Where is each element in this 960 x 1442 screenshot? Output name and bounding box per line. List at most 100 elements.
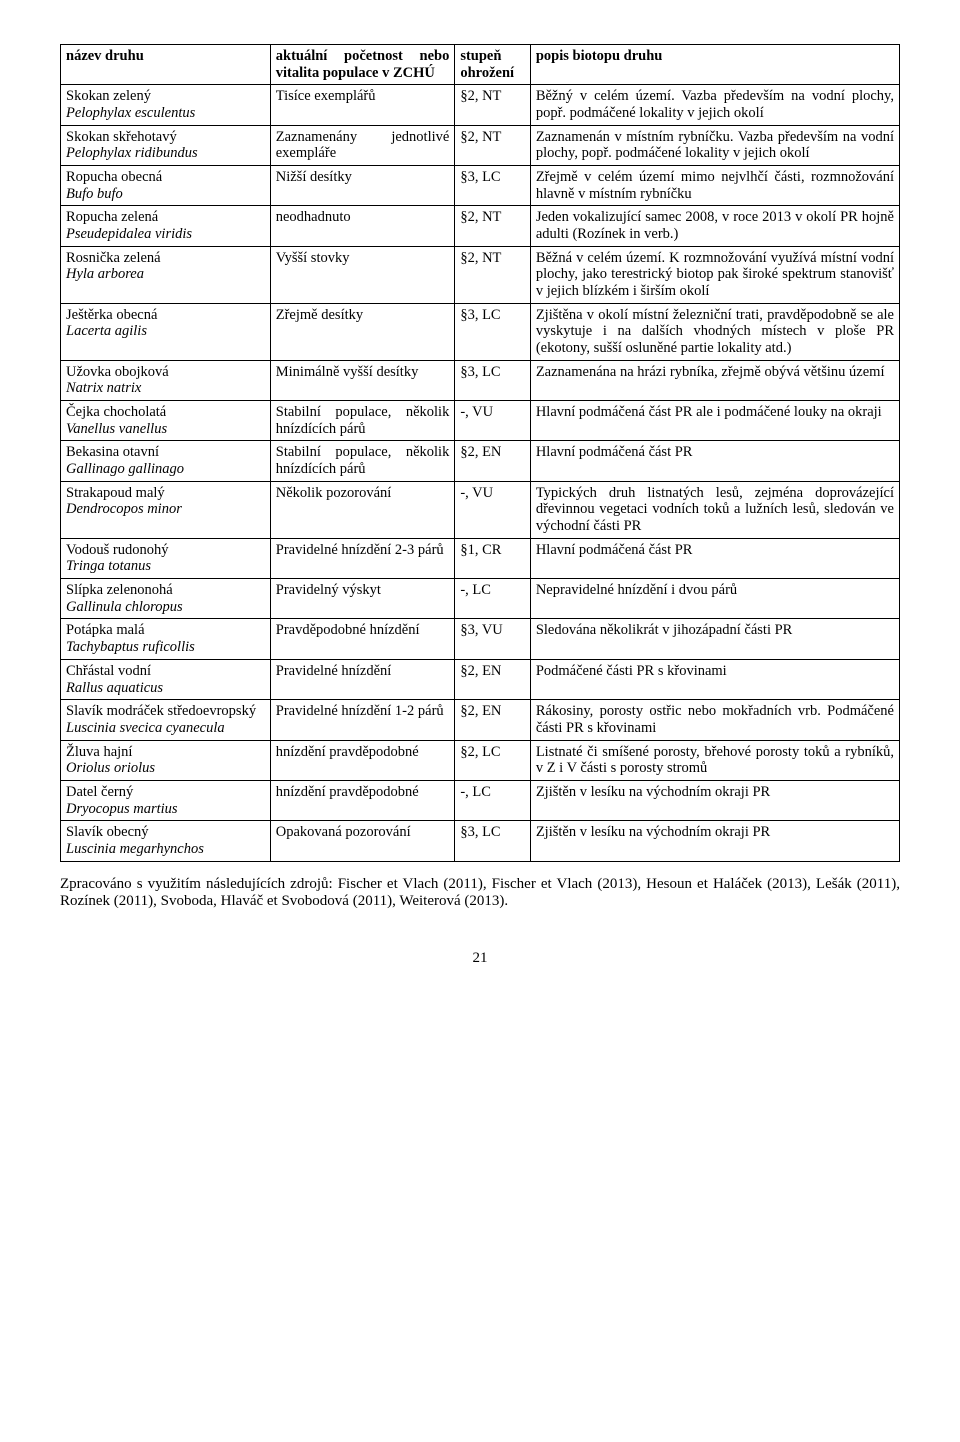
table-row: Slavík obecnýLuscinia megarhynchosOpakov… [61, 821, 900, 861]
table-row: Skokan skřehotavýPelophylax ridibundus Za… [61, 125, 900, 165]
table-row: Strakapoud malýDendrocopos minor Několik … [61, 481, 900, 538]
cell-count: Pravidelné hnízdění 2-3 párů [270, 538, 455, 578]
cell-biotope: Sledována několikrát v jihozápadní části… [530, 619, 899, 659]
cell-biotope: Zaznamenán v místním rybníčku. Vazba pře… [530, 125, 899, 165]
cell-count: Opakovaná pozorování [270, 821, 455, 861]
cell-species-name: Užovka obojkováNatrix natrix [61, 360, 271, 400]
cell-species-name: Žluva hajníOriolus oriolus [61, 740, 271, 780]
species-name-cz: Datel černý [66, 784, 265, 801]
cell-count: Pravidelné hnízdění 1-2 párů [270, 700, 455, 740]
cell-biotope: Hlavní podmáčená část PR [530, 538, 899, 578]
cell-threat: -, LC [455, 780, 531, 820]
cell-threat: §2, NT [455, 125, 531, 165]
species-name-cz: Ropucha obecná [66, 169, 265, 186]
source-paragraph: Zpracováno s využitím následujících zdro… [60, 876, 900, 911]
cell-threat: §3, VU [455, 619, 531, 659]
species-name-latin: Natrix natrix [66, 380, 265, 397]
cell-species-name: Ropucha obecnáBufo bufo [61, 166, 271, 206]
species-name-latin: Oriolus oriolus [66, 760, 265, 777]
cell-count: hnízdění pravděpodobné [270, 780, 455, 820]
table-row: Ropucha obecnáBufo bufoNižší desítky§3, … [61, 166, 900, 206]
species-name-latin: Lacerta agilis [66, 323, 265, 340]
species-name-cz: Slípka zelenonohá [66, 582, 265, 599]
cell-threat: §2, EN [455, 659, 531, 699]
cell-biotope: Zjištěna v okolí místní železniční trati… [530, 303, 899, 360]
cell-threat: §1, CR [455, 538, 531, 578]
table-row: Datel černýDryocopus martiushnízdění pra… [61, 780, 900, 820]
cell-species-name: Datel černýDryocopus martius [61, 780, 271, 820]
species-name-latin: Vanellus vanellus [66, 421, 265, 438]
cell-species-name: Slípka zelenonoháGallinula chloropus [61, 579, 271, 619]
cell-biotope: Listnaté či smíšené porosty, břehové por… [530, 740, 899, 780]
species-name-cz: Skokan skřehotavý [66, 129, 265, 146]
cell-threat: §3, LC [455, 303, 531, 360]
cell-count: Nižší desítky [270, 166, 455, 206]
table-row: Žluva hajníOriolus oriolushnízdění pravd… [61, 740, 900, 780]
cell-threat: §2, LC [455, 740, 531, 780]
header-name: název druhu [61, 45, 271, 85]
cell-biotope: Zjištěn v lesíku na východním okraji PR [530, 780, 899, 820]
table-row: Rosnička zelenáHyla arboreaVyšší stovky§… [61, 246, 900, 303]
cell-threat: -, VU [455, 481, 531, 538]
table-row: Čejka chocholatáVanellus vanellus Stabiln… [61, 401, 900, 441]
species-name-cz: Užovka obojková [66, 364, 265, 381]
cell-biotope: Typických druh listnatých lesů, zejména … [530, 481, 899, 538]
species-name-cz: Vodouš rudonohý [66, 542, 265, 559]
species-name-cz: Potápka malá [66, 622, 265, 639]
cell-threat: §3, LC [455, 166, 531, 206]
cell-biotope: Běžná v celém území. K rozmnožování využ… [530, 246, 899, 303]
cell-species-name: Chřástal vodníRallus aquaticus [61, 659, 271, 699]
cell-threat: -, VU [455, 401, 531, 441]
table-row: Slavík modráček středoevropskýLuscinia s… [61, 700, 900, 740]
cell-threat: §2, NT [455, 85, 531, 125]
table-row: Potápka maláTachybaptus ruficollisPravdě… [61, 619, 900, 659]
cell-species-name: Vodouš rudonohýTringa totanus [61, 538, 271, 578]
header-threat: stupeň ohrožení [455, 45, 531, 85]
species-name-latin: Pelophylax ridibundus [66, 145, 265, 162]
cell-species-name: Bekasina otavníGallinago gallinago [61, 441, 271, 481]
cell-species-name: Rosnička zelenáHyla arborea [61, 246, 271, 303]
species-name-latin: Luscinia svecica cyanecula [66, 720, 265, 737]
species-name-latin: Dendrocopos minor [66, 501, 265, 518]
cell-count: Pravidelné hnízdění [270, 659, 455, 699]
cell-count: Stabilní populace, několik hnízdících pá… [270, 401, 455, 441]
species-name-cz: Slavík modráček středoevropský [66, 703, 265, 720]
cell-biotope: Rákosiny, porosty ostřic nebo mokřadních… [530, 700, 899, 740]
species-name-latin: Pseudepidalea viridis [66, 226, 265, 243]
table-head: název druhu aktuální početnost nebo vita… [61, 45, 900, 85]
cell-species-name: Skokan zelenýPelophylax esculentus [61, 85, 271, 125]
table-row: Slípka zelenonoháGallinula chloropusPrav… [61, 579, 900, 619]
species-name-cz: Strakapoud malý [66, 485, 265, 502]
species-name-latin: Gallinago gallinago [66, 461, 265, 478]
cell-species-name: Slavík obecnýLuscinia megarhynchos [61, 821, 271, 861]
cell-biotope: Hlavní podmáčená část PR [530, 441, 899, 481]
table-row: Užovka obojkováNatrix natrixMinimálně vy… [61, 360, 900, 400]
cell-species-name: Ropucha zelenáPseudepidalea viridis [61, 206, 271, 246]
cell-species-name: Potápka maláTachybaptus ruficollis [61, 619, 271, 659]
table-row: Chřástal vodníRallus aquaticusPravidelné… [61, 659, 900, 699]
page-number: 21 [60, 950, 900, 967]
cell-threat: §2, EN [455, 441, 531, 481]
cell-biotope: Jeden vokalizující samec 2008, v roce 20… [530, 206, 899, 246]
species-name-latin: Luscinia megarhynchos [66, 841, 265, 858]
species-name-cz: Slavík obecný [66, 824, 265, 841]
species-name-latin: Dryocopus martius [66, 801, 265, 818]
cell-biotope: Zaznamenána na hrázi rybníka, zřejmě obý… [530, 360, 899, 400]
header-bio: popis biotopu druhu [530, 45, 899, 85]
table-body: Skokan zelenýPelophylax esculentusTisíce… [61, 85, 900, 861]
cell-threat: §2, EN [455, 700, 531, 740]
species-name-cz: Bekasina otavní [66, 444, 265, 461]
cell-count: Několik pozorování [270, 481, 455, 538]
species-name-cz: Čejka chocholatá [66, 404, 265, 421]
cell-threat: §2, NT [455, 246, 531, 303]
species-name-latin: Hyla arborea [66, 266, 265, 283]
species-name-latin: Gallinula chloropus [66, 599, 265, 616]
table-row: Bekasina otavníGallinago gallinagoStabil… [61, 441, 900, 481]
table-row: Ještěrka obecnáLacerta agilisZřejmě desí… [61, 303, 900, 360]
table-row: Ropucha zelenáPseudepidalea viridisneodh… [61, 206, 900, 246]
cell-threat: §3, LC [455, 360, 531, 400]
cell-species-name: Ještěrka obecnáLacerta agilis [61, 303, 271, 360]
cell-count: hnízdění pravděpodobné [270, 740, 455, 780]
table-row: Skokan zelenýPelophylax esculentusTisíce… [61, 85, 900, 125]
species-name-latin: Tachybaptus ruficollis [66, 639, 265, 656]
